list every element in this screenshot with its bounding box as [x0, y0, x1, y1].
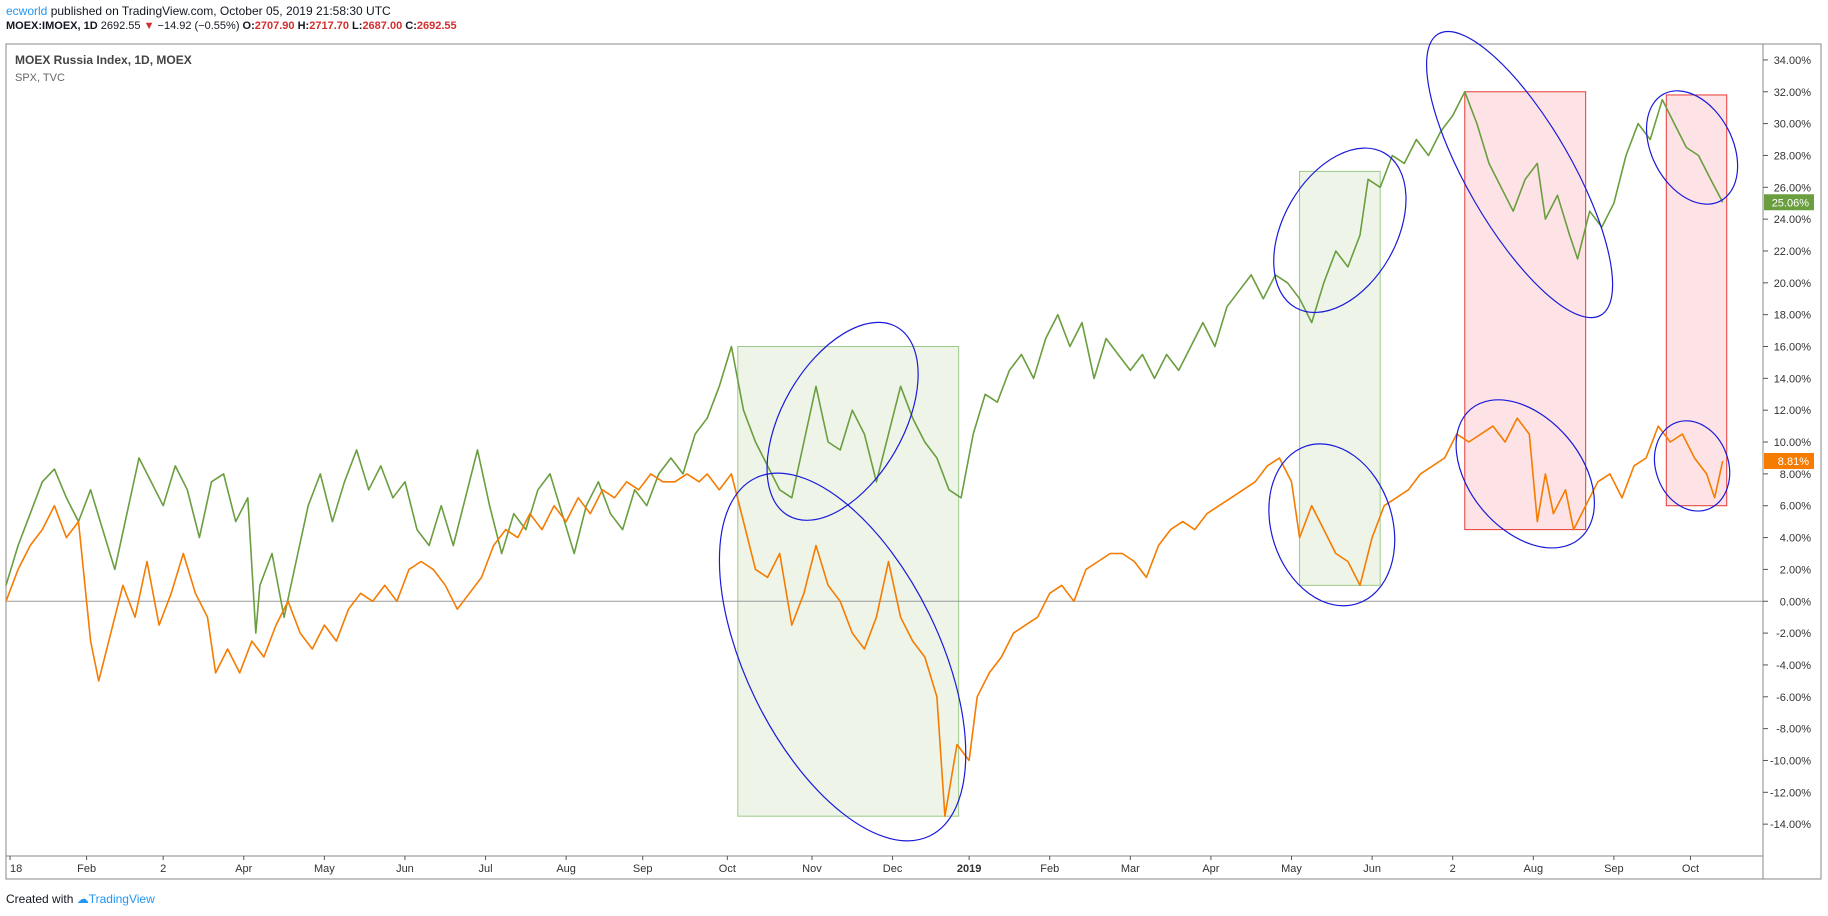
author-link[interactable]: ecworld: [6, 4, 48, 18]
x-tick-label: Feb: [77, 863, 96, 875]
ohlc-line: MOEX:IMOEX, 1D 2692.55 ▼ −14.92 (−0.55%)…: [6, 19, 457, 34]
last-value-labels: 25.06% 8.81%: [1764, 194, 1814, 469]
annotation-ellipse: [1653, 420, 1731, 512]
y-tick-label: 20.00%: [1774, 278, 1812, 290]
last-price: 2692.55: [100, 20, 141, 32]
footer: Created with ☁TradingView: [6, 892, 155, 906]
y-tick-label: 14.00%: [1774, 373, 1812, 385]
symbol-label: MOEX:IMOEX, 1D: [6, 20, 98, 32]
low-label: L:: [352, 20, 363, 32]
y-tick-label: 34.00%: [1774, 55, 1812, 67]
y-tick-label: 12.00%: [1774, 405, 1812, 417]
y-tick-label: 26.00%: [1774, 182, 1812, 194]
time-scale[interactable]: 18 Feb 2 Apr May Jun Jul Aug Sep Oct Nov Dec 2019 Feb…: [9, 856, 1699, 875]
y-tick-label: -14.00%: [1770, 819, 1811, 831]
price-change: −14.92 (−0.55%): [157, 20, 240, 32]
x-tick-label: 2019: [957, 863, 981, 875]
x-tick-label: Sep: [633, 863, 653, 875]
y-tick-label: 6.00%: [1780, 501, 1811, 513]
open-label: O:: [242, 20, 255, 32]
created-with-text: Created with: [6, 892, 74, 906]
x-tick-label: Apr: [1202, 863, 1219, 875]
annotation-ellipses: [718, 30, 1739, 842]
x-tick-label: Jun: [396, 863, 414, 875]
x-tick-label: 18: [10, 863, 22, 875]
down-arrow-icon: ▼: [143, 20, 155, 32]
high-label: H:: [297, 20, 310, 32]
legend-main: MOEX Russia Index, 1D, MOEX: [15, 53, 192, 67]
red-zone: [1665, 94, 1728, 507]
x-tick-label: Jul: [479, 863, 493, 875]
annotation-ellipse: [766, 321, 919, 521]
last-value-badge: [1764, 452, 1814, 469]
y-tick-label: 22.00%: [1774, 246, 1812, 258]
green-zone: [737, 346, 960, 817]
y-tick-label: 18.00%: [1774, 310, 1812, 322]
x-tick-label: Dec: [883, 863, 903, 875]
spx-series-line: [5, 417, 1724, 817]
last-value-badge: [1764, 194, 1814, 211]
y-tick-label: -12.00%: [1770, 787, 1811, 799]
x-tick-label: May: [314, 863, 335, 875]
y-tick-label: 0.00%: [1780, 596, 1811, 608]
x-tick-label: Jun: [1363, 863, 1381, 875]
y-tick-label: 2.00%: [1780, 564, 1811, 576]
tradingview-brand[interactable]: TradingView: [88, 892, 155, 906]
close-label: C:: [405, 20, 417, 32]
y-tick-label: 32.00%: [1774, 87, 1812, 99]
annotation-ellipse: [718, 472, 967, 842]
x-tick-label: Oct: [1682, 863, 1699, 875]
high-value: 2717.70: [309, 20, 349, 32]
annotation-ellipse: [1425, 30, 1614, 319]
y-tick-label: 8.00%: [1780, 469, 1811, 481]
x-tick-label: Mar: [1121, 863, 1140, 875]
legend-compare: SPX, TVC: [15, 72, 65, 84]
open-value: 2707.90: [254, 20, 295, 32]
chart-header: ecworld published on TradingView.com, Oc…: [6, 4, 457, 34]
tradingview-logo-icon: ☁: [76, 892, 89, 906]
x-tick-label: 2: [1450, 863, 1456, 875]
price-scale[interactable]: 34.00% 32.00% 30.00% 28.00% 26.00% 24.00% 22.0…: [1763, 55, 1811, 831]
y-tick-label: 30.00%: [1774, 119, 1812, 131]
y-tick-label: -2.00%: [1776, 628, 1811, 640]
chart-frame: [5, 43, 1822, 880]
annotation-ellipse: [1273, 147, 1407, 314]
y-tick-label: -10.00%: [1770, 755, 1811, 767]
x-tick-label: Aug: [556, 863, 576, 875]
green-zone: [1299, 170, 1381, 586]
annotation-ellipse: [1455, 399, 1595, 549]
x-tick-label: Sep: [1604, 863, 1624, 875]
x-tick-label: Oct: [719, 863, 736, 875]
y-tick-label: 16.00%: [1774, 342, 1812, 354]
highlight-zones: [737, 91, 1728, 817]
y-tick-label: 4.00%: [1780, 533, 1811, 545]
last-value-text: 8.81%: [1778, 456, 1809, 468]
x-tick-label: Aug: [1524, 863, 1544, 875]
y-tick-label: -6.00%: [1776, 692, 1811, 704]
red-zone: [1464, 91, 1587, 531]
y-tick-label: -4.00%: [1776, 660, 1811, 672]
x-tick-label: May: [1281, 863, 1302, 875]
y-tick-label: 24.00%: [1774, 214, 1812, 226]
x-tick-label: 2: [160, 863, 166, 875]
annotation-ellipse: [1645, 90, 1739, 205]
y-tick-label: -8.00%: [1776, 724, 1811, 736]
y-tick-label: 28.00%: [1774, 150, 1812, 162]
publish-info: ecworld published on TradingView.com, Oc…: [6, 4, 457, 19]
x-tick-label: Feb: [1040, 863, 1059, 875]
low-value: 2687.00: [362, 20, 403, 32]
last-value-text: 25.06%: [1772, 197, 1810, 209]
annotation-ellipse: [1268, 443, 1396, 607]
x-tick-label: Apr: [235, 863, 252, 875]
x-tick-label: Nov: [802, 863, 822, 875]
close-value: 2692.55: [416, 20, 457, 32]
y-tick-label: 10.00%: [1774, 437, 1812, 449]
published-text: published on TradingView.com, October 05…: [50, 4, 391, 18]
